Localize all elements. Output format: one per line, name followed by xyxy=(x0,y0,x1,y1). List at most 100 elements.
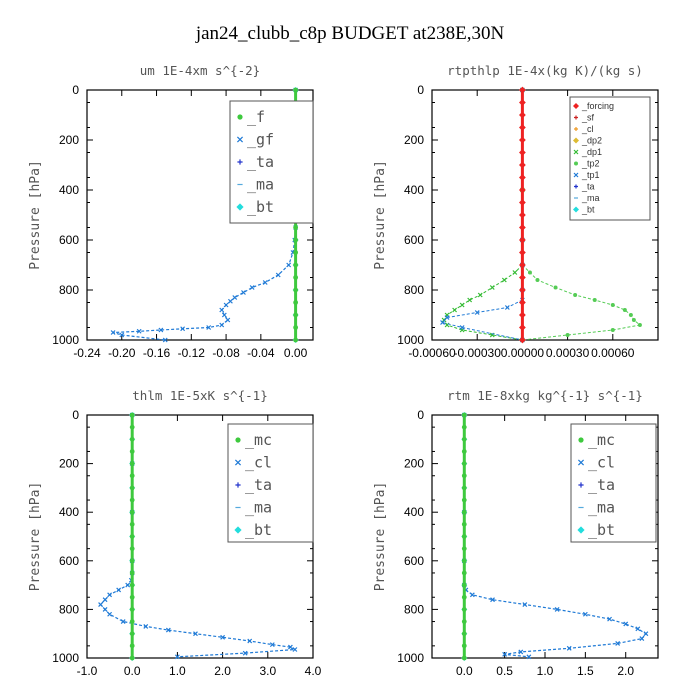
data-point xyxy=(225,317,231,323)
data-point xyxy=(461,619,467,624)
x-tick-label: 2.0 xyxy=(617,664,634,678)
legend-label: _ta xyxy=(581,182,595,192)
data-point xyxy=(554,606,560,612)
data-point xyxy=(262,280,268,285)
x-tick-label: 1.5 xyxy=(577,664,594,678)
data-point xyxy=(129,485,135,491)
legend-label: _cl xyxy=(588,454,615,472)
y-tick-label: 800 xyxy=(59,602,79,616)
data-point xyxy=(461,497,467,503)
legend-marker xyxy=(236,203,244,211)
data-point xyxy=(129,424,135,430)
data-point xyxy=(444,315,450,320)
data-point xyxy=(269,642,275,648)
data-point xyxy=(275,272,281,278)
data-point xyxy=(519,161,526,169)
data-point xyxy=(628,313,633,317)
data-point xyxy=(129,607,135,612)
y-tick-label: 600 xyxy=(59,554,79,568)
x-tick-label: 0.0 xyxy=(456,664,473,678)
data-point xyxy=(526,654,532,660)
x-tick-label: -0.24 xyxy=(73,346,101,360)
data-point xyxy=(566,645,572,651)
legend-entry: _mc xyxy=(578,431,615,449)
legend-marker xyxy=(578,482,584,488)
legend-marker xyxy=(577,459,585,466)
data-point xyxy=(110,330,116,335)
data-point xyxy=(129,412,135,418)
legend-label: _ta xyxy=(245,476,272,494)
data-point xyxy=(129,497,135,503)
legend-entry: _bt xyxy=(234,521,272,539)
data-point xyxy=(635,626,641,632)
data-point xyxy=(129,643,135,649)
x-tick-label: -0.08 xyxy=(212,346,240,360)
legend-label: _bt xyxy=(581,205,595,215)
data-point xyxy=(293,262,299,268)
data-point xyxy=(287,644,293,650)
data-point xyxy=(125,582,131,588)
data-point xyxy=(119,332,125,338)
legend-label: _bt xyxy=(247,198,274,216)
legend-marker xyxy=(573,137,579,144)
y-tick-label: 600 xyxy=(404,233,424,247)
legend-entry: _bt xyxy=(577,521,615,539)
legend: _f _gf _ta _ma _bt xyxy=(229,100,314,224)
y-tick-label: 400 xyxy=(404,505,424,519)
legend-label: _tp2 xyxy=(581,159,600,169)
series-line xyxy=(441,90,523,341)
data-point xyxy=(518,649,524,655)
legend-entry: _ta xyxy=(235,476,272,494)
data-point xyxy=(461,655,467,661)
y-tick-label: 0 xyxy=(72,408,79,422)
x-tick-label: -0.04 xyxy=(247,346,275,360)
data-point xyxy=(461,546,467,552)
legend-entry: _bt xyxy=(573,205,595,215)
legend-entry: _sf xyxy=(574,113,595,123)
legend-marker xyxy=(574,161,578,166)
data-point xyxy=(220,634,226,640)
data-point xyxy=(129,534,135,539)
y-tick-label: 800 xyxy=(404,283,424,297)
plot-frame xyxy=(431,89,659,341)
data-point xyxy=(461,436,467,442)
legend-label: _ta xyxy=(588,476,615,494)
data-point xyxy=(193,631,198,637)
legend-label: _f xyxy=(247,108,265,126)
legend-entry: _ma xyxy=(237,176,274,194)
data-point xyxy=(501,277,507,283)
legend-label: _ma xyxy=(247,176,274,194)
x-tick-label: -0.00030 xyxy=(454,346,502,360)
y-tick-label: 1000 xyxy=(397,333,424,347)
data-point xyxy=(129,546,135,552)
legend-entry: _f xyxy=(237,108,265,126)
legend-label: _cl xyxy=(581,124,594,134)
data-point xyxy=(469,592,475,598)
legend-marker xyxy=(577,526,585,534)
data-point xyxy=(461,449,467,454)
x-tick-label: 0.00030 xyxy=(546,346,590,360)
data-point xyxy=(293,225,299,230)
legend-label: _bt xyxy=(245,521,272,539)
data-point xyxy=(293,87,299,93)
data-point xyxy=(227,298,233,304)
data-point xyxy=(631,318,636,322)
data-point xyxy=(490,597,495,603)
data-point xyxy=(461,424,467,430)
legend-entry: _ma xyxy=(578,499,615,517)
y-tick-label: 0 xyxy=(72,83,79,97)
data-point xyxy=(129,594,135,600)
data-point xyxy=(158,327,164,333)
data-point xyxy=(459,325,465,330)
data-point xyxy=(459,302,465,308)
data-point xyxy=(519,299,526,306)
legend-label: _cl xyxy=(245,454,272,472)
y-axis-label: Pressure [hPa] xyxy=(28,160,43,270)
legend-entry: _cl xyxy=(574,124,594,134)
chart-panel: rtpthlp 1E-4x(kg K)/(kg s) Pressure [hPa]… xyxy=(373,63,659,360)
panel-title: thlm 1E-5xK s^{-1} xyxy=(132,388,267,403)
data-point xyxy=(623,621,629,627)
legend-entry: _tp1 xyxy=(573,170,600,180)
x-tick-label: -0.00060 xyxy=(408,346,456,360)
